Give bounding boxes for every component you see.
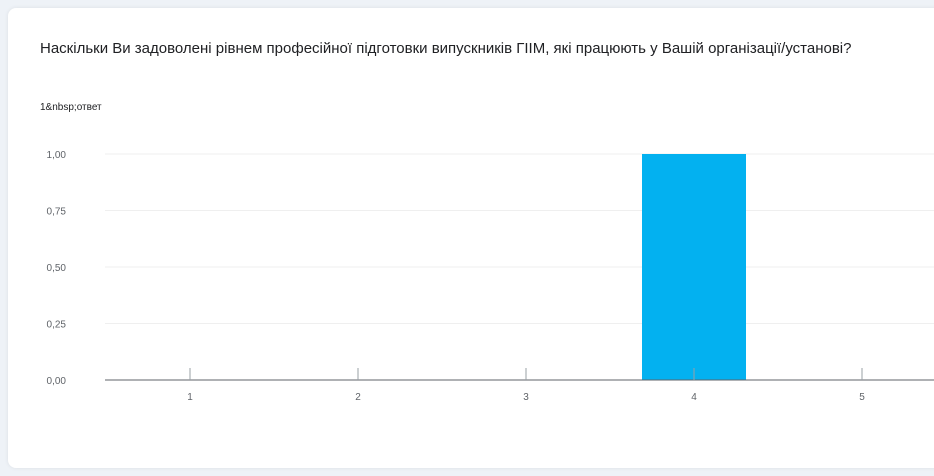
x-axis: 1 2 3 4 5 (105, 368, 934, 403)
y-tick-label: 0,50 (47, 263, 67, 274)
x-tick-label: 3 (523, 392, 529, 403)
x-tick-label: 2 (355, 392, 361, 403)
bar-chart: 0,00 0,25 0,50 0,75 1,00 1 2 3 4 5 (47, 150, 934, 403)
chart-card: Наскільки Ви задоволені рівнем професійн… (8, 8, 934, 468)
x-tick-label: 5 (859, 392, 865, 403)
y-tick-label: 0,75 (47, 207, 67, 218)
question-title: Наскільки Ви задоволені рівнем професійн… (40, 40, 852, 57)
y-tick-label: 0,00 (47, 376, 67, 387)
y-axis-ticks: 0,00 0,25 0,50 0,75 1,00 (47, 150, 67, 387)
y-tick-label: 0,25 (47, 320, 67, 331)
response-count: 1&nbsp;ответ (40, 102, 102, 113)
x-tick-label: 4 (691, 392, 697, 403)
x-tick-label: 1 (187, 392, 193, 403)
y-tick-label: 1,00 (47, 150, 67, 161)
bar-4 (642, 154, 746, 380)
bars (642, 154, 746, 380)
grid-lines (105, 153, 934, 324)
